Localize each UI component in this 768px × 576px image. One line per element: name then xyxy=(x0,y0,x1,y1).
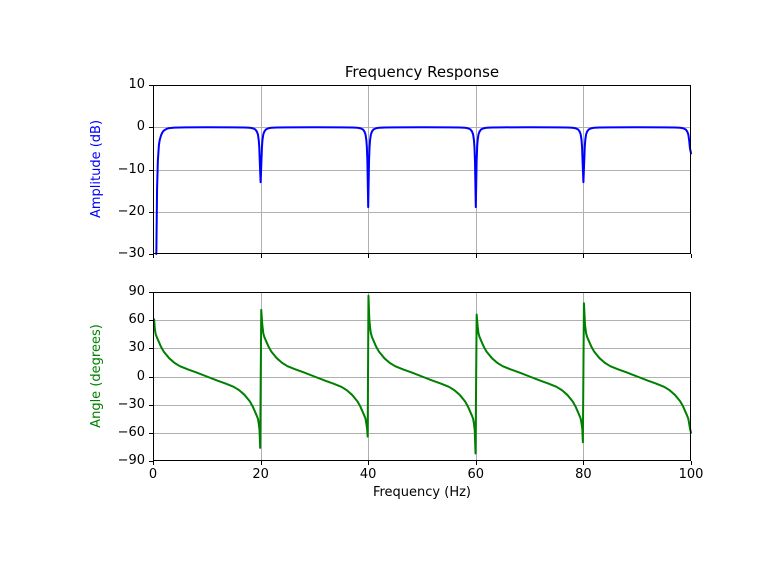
y-tick-label: −90 xyxy=(117,453,145,468)
amplitude-line xyxy=(155,126,692,255)
x-tick-label: 20 xyxy=(252,467,269,482)
x-tick-label: 60 xyxy=(467,467,485,482)
angle-line xyxy=(153,294,692,455)
angle-axes xyxy=(149,292,692,465)
amplitude-axes xyxy=(149,85,692,258)
x-tick-label: 0 xyxy=(148,467,158,482)
y-tick-label: −30 xyxy=(117,246,145,261)
y-tick-label: 60 xyxy=(128,312,145,328)
y-tick-label: −10 xyxy=(117,161,145,177)
y-tick-label: 90 xyxy=(128,284,145,299)
plot-title: Frequency Response xyxy=(344,63,500,81)
x-tick-label: 100 xyxy=(678,467,704,482)
axes-spines xyxy=(153,292,691,461)
x-tick-label: 40 xyxy=(359,467,377,482)
axes-spines xyxy=(153,85,691,254)
y-tick-label: −30 xyxy=(117,396,145,412)
y-tick-label: 10 xyxy=(128,77,145,92)
x-tick-label: 80 xyxy=(575,467,592,482)
frequency-xlabel: Frequency (Hz) xyxy=(372,485,472,500)
y-tick-label: 0 xyxy=(136,368,145,384)
y-tick-label: −20 xyxy=(117,203,145,219)
y-tick-label: −60 xyxy=(117,424,145,440)
y-tick-label: 30 xyxy=(128,340,145,356)
y-tick-label: 0 xyxy=(136,119,145,135)
